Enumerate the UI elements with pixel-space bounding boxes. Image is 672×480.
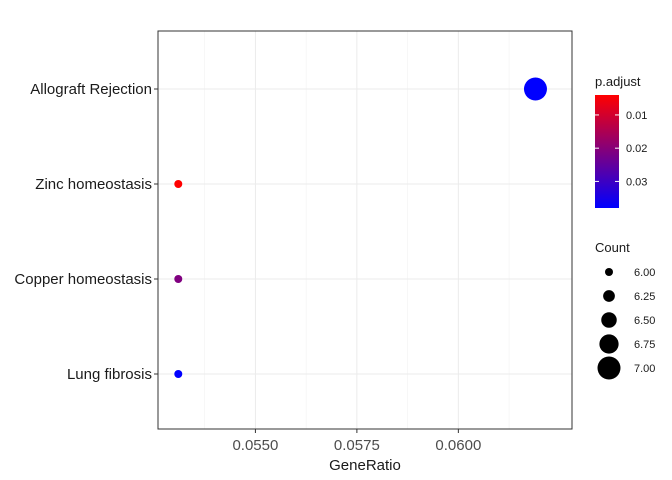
color-legend-label: 0.02 bbox=[626, 143, 647, 155]
data-point bbox=[174, 370, 183, 378]
size-legend-key bbox=[605, 268, 613, 276]
color-legend: p.adjust 0.01 0.02 0.03 bbox=[595, 74, 647, 208]
size-legend: Count 6.00 6.25 6.50 6.75 7.00 bbox=[595, 240, 655, 380]
size-legend-label: 6.75 bbox=[634, 339, 655, 351]
y-tick-label: Zinc homeostasis bbox=[35, 176, 152, 193]
x-axis-title: GeneRatio bbox=[329, 457, 401, 474]
size-legend-title: Count bbox=[595, 240, 630, 255]
size-legend-label: 7.00 bbox=[634, 363, 655, 375]
color-legend-bar bbox=[595, 95, 619, 208]
grid-lines bbox=[158, 31, 572, 429]
plot-panel-border bbox=[157, 30, 573, 430]
x-tick-label: 0.0600 bbox=[435, 437, 481, 454]
size-legend-key bbox=[599, 334, 619, 354]
x-tick-label: 0.0550 bbox=[232, 437, 278, 454]
x-axis: 0.0550 0.0575 0.0600 bbox=[232, 429, 481, 454]
data-point bbox=[174, 275, 183, 283]
color-legend-label: 0.01 bbox=[626, 110, 647, 122]
size-legend-label: 6.00 bbox=[634, 267, 655, 279]
size-legend-key bbox=[603, 290, 615, 302]
size-legend-key bbox=[601, 312, 617, 328]
y-tick-label: Lung fibrosis bbox=[67, 366, 152, 383]
y-axis: Allograft Rejection Zinc homeostasis Coppe… bbox=[14, 81, 158, 383]
size-legend-label: 6.50 bbox=[634, 315, 655, 327]
plot-panel-background bbox=[158, 31, 572, 429]
color-legend-title: p.adjust bbox=[595, 74, 641, 89]
data-point bbox=[523, 77, 547, 101]
data-points bbox=[174, 77, 547, 378]
y-tick-label: Copper homeostasis bbox=[14, 271, 152, 288]
size-legend-label: 6.25 bbox=[634, 291, 655, 303]
size-legend-key bbox=[597, 356, 621, 380]
y-tick-label: Allograft Rejection bbox=[30, 81, 152, 98]
data-point bbox=[174, 180, 183, 188]
color-legend-label: 0.03 bbox=[626, 176, 647, 188]
x-tick-label: 0.0575 bbox=[334, 437, 380, 454]
